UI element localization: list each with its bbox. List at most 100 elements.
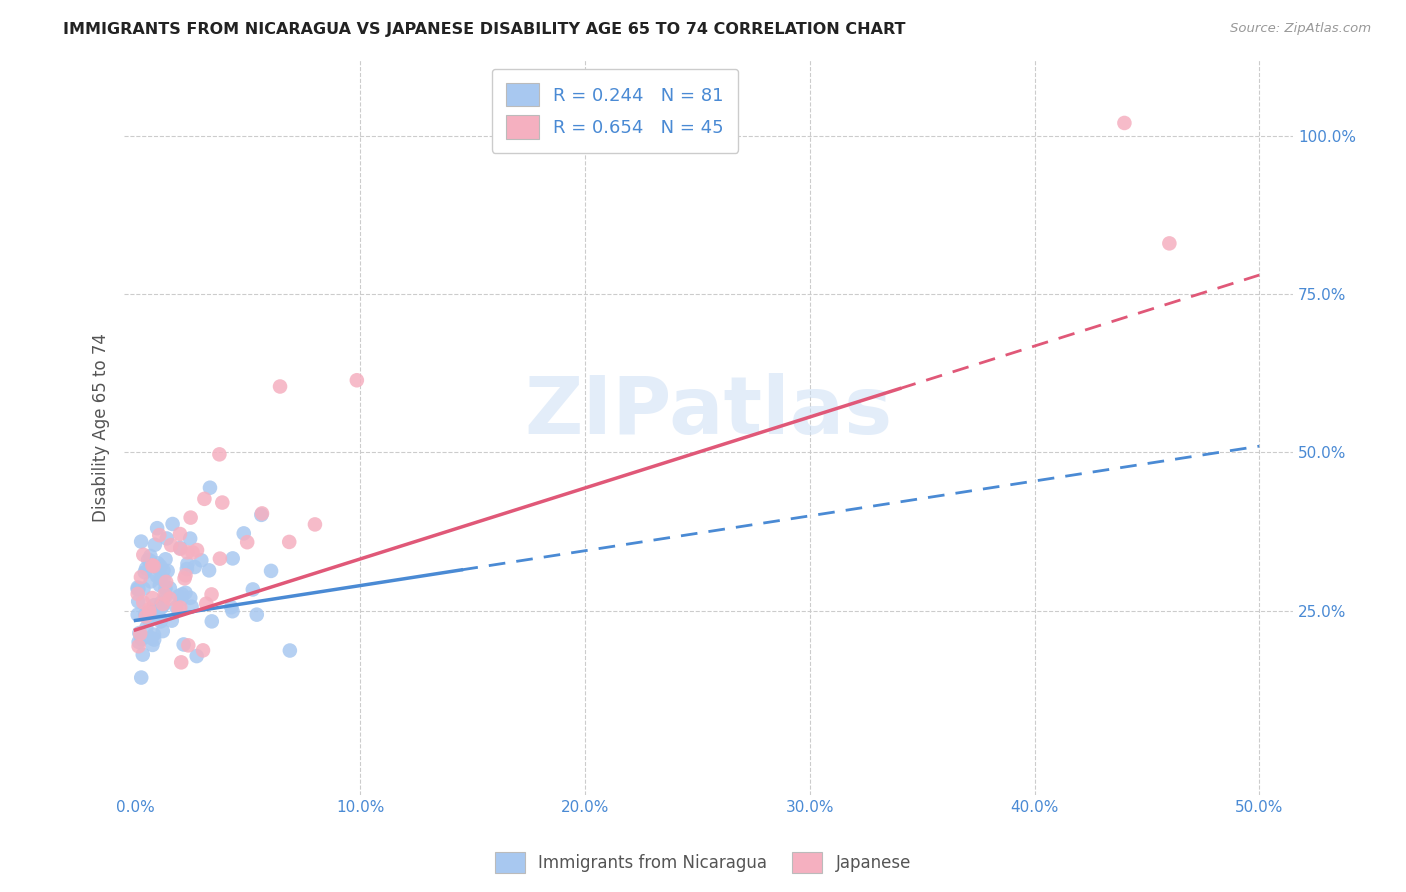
- Point: [346, 373, 368, 387]
- Point: [174, 568, 197, 582]
- Point: [152, 597, 174, 611]
- Point: [221, 600, 243, 615]
- Point: [149, 615, 172, 629]
- Legend: Immigrants from Nicaragua, Japanese: Immigrants from Nicaragua, Japanese: [488, 846, 918, 880]
- Point: [139, 608, 162, 623]
- Point: [143, 598, 166, 612]
- Point: [142, 559, 165, 574]
- Point: [146, 521, 169, 535]
- Point: [1114, 116, 1136, 130]
- Legend: R = 0.244   N = 81, R = 0.654   N = 45: R = 0.244 N = 81, R = 0.654 N = 45: [492, 69, 738, 153]
- Point: [201, 615, 224, 629]
- Point: [127, 582, 149, 597]
- Point: [142, 627, 165, 641]
- Point: [135, 609, 157, 624]
- Point: [148, 528, 170, 542]
- Point: [304, 517, 326, 532]
- Point: [174, 586, 197, 600]
- Point: [146, 557, 169, 571]
- Point: [141, 591, 163, 605]
- Point: [127, 607, 149, 622]
- Point: [138, 602, 160, 616]
- Point: [208, 447, 231, 461]
- Point: [176, 545, 198, 559]
- Point: [190, 553, 212, 567]
- Point: [146, 606, 169, 620]
- Point: [221, 604, 243, 618]
- Point: [162, 516, 184, 531]
- Point: [1159, 236, 1181, 251]
- Point: [138, 606, 160, 620]
- Point: [127, 594, 149, 608]
- Point: [152, 572, 174, 586]
- Point: [132, 548, 155, 562]
- Point: [242, 582, 264, 597]
- Point: [198, 563, 221, 577]
- Point: [153, 587, 176, 601]
- Point: [176, 562, 198, 576]
- Point: [141, 558, 163, 573]
- Point: [149, 559, 172, 574]
- Point: [139, 574, 162, 589]
- Point: [211, 495, 233, 509]
- Point: [176, 557, 198, 571]
- Point: [127, 582, 149, 596]
- Point: [169, 541, 191, 556]
- Point: [179, 591, 201, 605]
- Point: [143, 632, 166, 647]
- Point: [148, 562, 170, 576]
- Point: [134, 566, 156, 580]
- Point: [180, 599, 202, 614]
- Point: [260, 564, 283, 578]
- Point: [135, 621, 157, 635]
- Point: [250, 508, 273, 522]
- Point: [159, 591, 181, 606]
- Point: [129, 534, 152, 549]
- Point: [128, 626, 150, 640]
- Point: [208, 551, 231, 566]
- Point: [141, 638, 163, 652]
- Point: [138, 613, 160, 627]
- Point: [156, 564, 179, 578]
- Point: [149, 611, 172, 625]
- Point: [129, 626, 152, 640]
- Point: [129, 671, 152, 685]
- Point: [183, 560, 205, 574]
- Point: [139, 554, 162, 568]
- Point: [160, 538, 183, 552]
- Point: [167, 601, 190, 615]
- Point: [127, 587, 149, 601]
- Point: [232, 526, 254, 541]
- Point: [278, 535, 301, 549]
- Point: [142, 605, 165, 619]
- Point: [193, 491, 215, 506]
- Point: [131, 632, 153, 647]
- Point: [200, 587, 222, 601]
- Point: [160, 614, 183, 628]
- Point: [135, 561, 157, 575]
- Point: [134, 607, 156, 622]
- Point: [173, 637, 195, 651]
- Point: [155, 574, 177, 589]
- Point: [165, 600, 187, 615]
- Point: [155, 582, 177, 596]
- Point: [149, 572, 172, 586]
- Point: [186, 649, 208, 664]
- Point: [246, 607, 269, 622]
- Point: [128, 639, 150, 653]
- Point: [132, 582, 155, 596]
- Point: [132, 648, 155, 662]
- Point: [169, 541, 191, 555]
- Point: [191, 643, 214, 657]
- Point: [169, 600, 191, 615]
- Point: [143, 538, 166, 552]
- Y-axis label: Disability Age 65 to 74: Disability Age 65 to 74: [93, 333, 110, 522]
- Point: [159, 581, 181, 595]
- Point: [156, 532, 179, 546]
- Text: Source: ZipAtlas.com: Source: ZipAtlas.com: [1230, 22, 1371, 36]
- Point: [150, 595, 173, 609]
- Point: [149, 578, 172, 592]
- Point: [250, 507, 273, 521]
- Point: [269, 379, 291, 393]
- Point: [139, 549, 162, 563]
